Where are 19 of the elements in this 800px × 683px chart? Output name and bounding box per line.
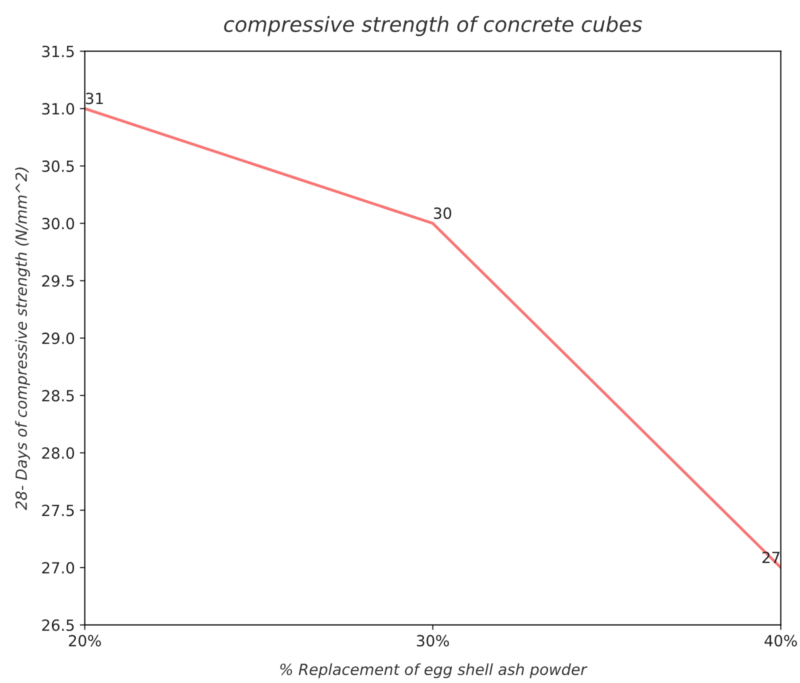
y-tick-label: 29.0: [42, 332, 74, 344]
y-axis-title: 28- Days of compressive strength (N/mm^2): [15, 168, 30, 510]
chart-title: compressive strength of concrete cubes: [224, 16, 642, 36]
x-tick-label: 30%: [416, 634, 449, 646]
x-axis-title: % Replacement of egg shell ash powder: [280, 663, 588, 678]
y-tick-label: 27.0: [42, 562, 74, 574]
data-label: 30: [434, 207, 452, 219]
y-tick-label: 31.0: [42, 103, 74, 115]
y-tick-label: 29.5: [42, 275, 74, 287]
y-tick-label: 30.0: [42, 218, 74, 230]
y-tick-label: 26.5: [42, 619, 74, 631]
y-tick-label: 28.5: [42, 390, 74, 402]
y-tick-label: 30.5: [42, 160, 74, 172]
x-tick-label: 20%: [68, 634, 101, 646]
y-tick-label: 31.5: [42, 46, 74, 58]
x-tick-label: 40%: [764, 634, 797, 646]
data-label: 31: [86, 92, 103, 104]
y-tick-label: 28.0: [42, 447, 74, 459]
y-tick-label: 27.5: [42, 504, 74, 516]
